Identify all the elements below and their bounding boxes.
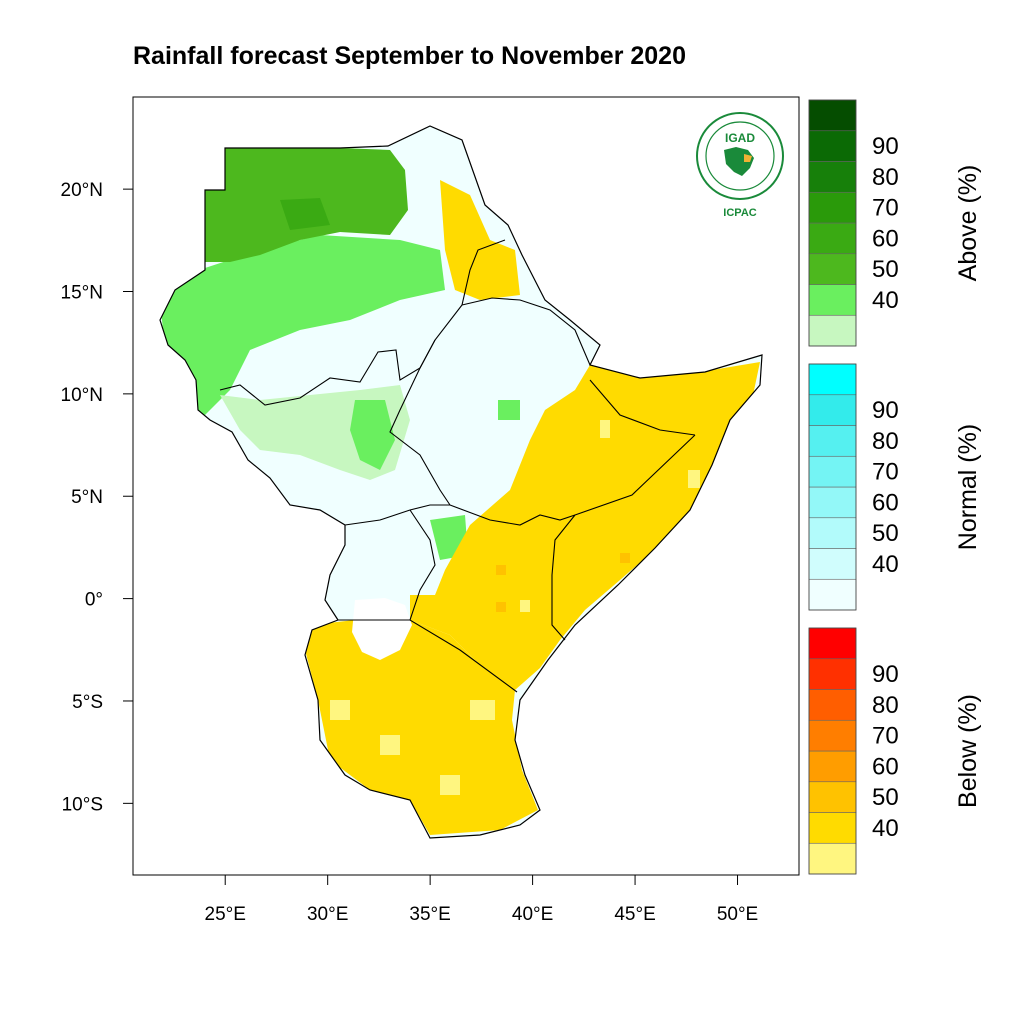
above-light-zone — [160, 235, 445, 420]
colorbar-swatch — [808, 130, 857, 162]
colorbar-tick-label: 40 — [872, 551, 899, 578]
colorbar-swatch — [808, 627, 857, 660]
ethiopia-kenya-border — [449, 434, 696, 526]
colorbar-swatch — [808, 222, 857, 255]
below-zone-red-sea — [440, 180, 520, 300]
country-borders — [219, 239, 696, 693]
colorbar-3: 40 50 60 70 80 90 Below (%) — [808, 627, 982, 875]
colorbar-title: Below (%) — [954, 694, 982, 808]
colorbar-tick-label: 50 — [872, 784, 899, 811]
map-panel: 25°E 30°E 35°E 40°E 45°E 50°E 20°N 15°N 10°N 5°N… — [61, 96, 800, 925]
colorbar-2: 40 50 60 70 80 90 Normal (%) — [808, 363, 982, 611]
colorbar-tick-label: 70 — [872, 195, 899, 222]
colorbar-frame — [808, 363, 857, 611]
colorbar-swatch — [808, 658, 857, 690]
below-zone-south — [305, 620, 538, 835]
x-tick-label: 45°E — [614, 904, 655, 925]
colorbar-tick-label: 60 — [872, 225, 899, 252]
igad-icpac-logo: IGAD ICPAC — [696, 112, 784, 219]
colorbar-tick-label: 90 — [872, 661, 899, 688]
x-axis-ticks: 25°E 30°E 35°E 40°E 45°E 50°E — [205, 875, 758, 925]
colorbar-swatch — [808, 161, 857, 193]
colorbar-tick-label: 70 — [872, 723, 899, 750]
colorbar-swatch — [808, 781, 857, 813]
y-tick-label: 10°S — [62, 794, 103, 815]
africa-icon — [724, 147, 754, 176]
colorbar-swatch — [808, 455, 857, 488]
colorbar-tick-label: 40 — [872, 815, 899, 842]
y-tick-label: 10°N — [61, 385, 103, 406]
ethiopia-somalia-border — [589, 379, 696, 436]
colorbar-swatch — [808, 689, 857, 721]
colorbar-swatch — [808, 394, 857, 426]
colorbar-swatch — [808, 253, 857, 285]
colorbar-swatch — [808, 719, 857, 752]
colorbar-tick-label: 70 — [872, 459, 899, 486]
above-green-patches — [410, 248, 520, 560]
colorbar-swatch — [808, 486, 857, 519]
colorbar-frame — [808, 627, 857, 875]
colorbar-swatch — [808, 548, 857, 580]
y-tick-label: 5°N — [71, 487, 103, 508]
colorbar-tick-label: 50 — [872, 520, 899, 547]
colorbar-swatch — [808, 191, 857, 224]
uganda-kenya-border — [409, 509, 436, 621]
colorbar-swatch — [808, 363, 857, 396]
colorbar-frame — [808, 99, 857, 347]
colorbar-tick-label: 80 — [872, 164, 899, 191]
south-sudan-ethiopia-border — [389, 339, 451, 506]
colorbar-title: Above (%) — [954, 165, 982, 282]
colorbar-swatch — [808, 284, 857, 316]
colorbar-tick-label: 90 — [872, 133, 899, 160]
logo-igad-text: IGAD — [725, 131, 755, 145]
igad-region-icon — [744, 154, 752, 162]
colorbar-swatch — [808, 517, 857, 549]
colorbar-swatch — [808, 99, 857, 132]
x-tick-label: 35°E — [409, 904, 450, 925]
y-tick-label: 20°N — [61, 180, 103, 201]
colorbar-title: Normal (%) — [954, 424, 982, 550]
colorbar-tick-label: 40 — [872, 287, 899, 314]
map-title: Rainfall forecast September to November … — [133, 42, 686, 70]
x-tick-label: 50°E — [717, 904, 758, 925]
colorbar-swatch — [808, 425, 857, 457]
y-tick-label: 5°S — [72, 692, 103, 713]
colorbar-tick-label: 50 — [872, 256, 899, 283]
y-tick-label: 15°N — [61, 283, 103, 304]
lake-victoria — [352, 598, 412, 660]
x-tick-label: 25°E — [205, 904, 246, 925]
colorbar-swatch — [808, 578, 857, 611]
colorbar-tick-label: 80 — [872, 428, 899, 455]
colorbars: 40 50 60 70 80 90 Above (%) 40 50 60 70 80 90 Normal … — [808, 99, 982, 875]
colorbar-tick-label: 60 — [872, 489, 899, 516]
x-tick-label: 40°E — [512, 904, 553, 925]
logo-icpac-text: ICPAC — [723, 207, 756, 219]
colorbar-swatch — [808, 842, 857, 875]
region-outline — [159, 125, 763, 839]
colorbar-tick-label: 80 — [872, 692, 899, 719]
x-tick-label: 30°E — [307, 904, 348, 925]
kenya-tanzania-border — [338, 619, 518, 693]
colorbar-1: 40 50 60 70 80 90 Above (%) — [808, 99, 982, 347]
eritrea-border — [461, 239, 506, 306]
above-light-zone-3 — [350, 400, 395, 470]
colorbar-tick-label: 60 — [872, 753, 899, 780]
sudan-ethiopia-border — [461, 297, 591, 366]
above-dark-zone — [280, 198, 330, 230]
y-tick-label: 0° — [85, 590, 103, 611]
colorbar-swatch — [808, 750, 857, 783]
colorbar-tick-label: 90 — [872, 397, 899, 424]
y-axis-ticks: 20°N 15°N 10°N 5°N 0° 5°S 10°S — [61, 180, 133, 815]
colorbar-swatch — [808, 812, 857, 844]
colorbar-swatch — [808, 314, 857, 347]
kenya-somalia-border — [551, 514, 576, 641]
